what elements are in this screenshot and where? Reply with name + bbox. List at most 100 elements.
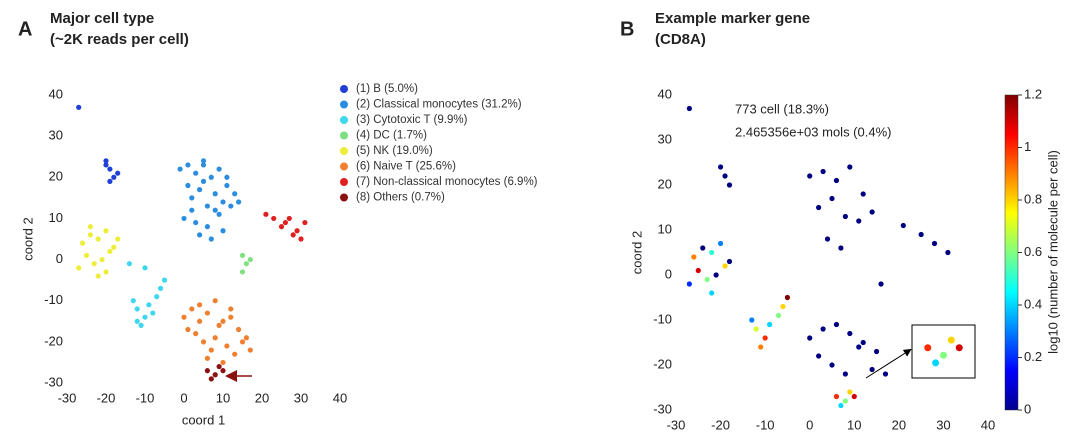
x-tick-label: -10 (136, 390, 155, 405)
point (154, 294, 160, 300)
point (829, 362, 835, 368)
point (873, 348, 880, 355)
x-tick-label: -10 (756, 417, 775, 432)
point (220, 368, 226, 374)
y-tick-label: -10 (653, 311, 672, 326)
arrow (865, 348, 912, 379)
point (838, 245, 844, 251)
legend-marker (340, 147, 348, 155)
inset-point (924, 344, 932, 352)
y-tick-label: 10 (658, 221, 672, 236)
point (247, 256, 253, 263)
point (271, 215, 277, 222)
point (709, 249, 715, 256)
colorbar-tick-label: 0.6 (1024, 244, 1042, 259)
point (220, 228, 226, 234)
point (212, 335, 218, 341)
inset-point (932, 359, 940, 367)
point (99, 256, 105, 263)
panel-label: A (18, 18, 32, 40)
legend-label: (4) DC (1.7%) (356, 130, 427, 142)
point (91, 261, 97, 267)
x-tick-label: 30 (936, 417, 950, 432)
chart-subtitle: (~2K reads per cell) (50, 31, 189, 48)
y-tick-label: 30 (49, 128, 63, 143)
point (107, 178, 113, 184)
chart-subtitle: (CD8A) (655, 31, 706, 48)
point (189, 195, 195, 201)
point (76, 265, 82, 271)
y-tick-label: 0 (56, 251, 63, 266)
point (189, 207, 195, 213)
point (103, 228, 109, 234)
legend-label: (1) B (5.0%) (356, 83, 418, 95)
point (243, 335, 249, 341)
point (842, 371, 848, 377)
legend-marker (340, 131, 348, 140)
point (829, 195, 835, 202)
point (130, 298, 136, 304)
point (780, 303, 786, 310)
point (220, 359, 226, 366)
x-tick-label: 20 (255, 390, 269, 405)
point (200, 339, 207, 345)
point (722, 263, 728, 269)
point (722, 173, 728, 179)
legend-marker (340, 178, 348, 186)
point (216, 166, 222, 172)
point (216, 363, 222, 370)
point (838, 402, 844, 409)
point (158, 285, 164, 291)
point (212, 207, 218, 213)
point (243, 261, 249, 267)
x-tick-label: -20 (97, 390, 116, 405)
point (138, 322, 144, 328)
point (856, 344, 862, 350)
point (931, 240, 938, 247)
y-axis-label: coord 2 (629, 231, 644, 274)
point (197, 302, 203, 308)
point (224, 174, 230, 180)
point (816, 353, 822, 359)
point (197, 187, 203, 193)
legend-marker (340, 116, 348, 124)
point (302, 219, 308, 226)
y-tick-label: 10 (49, 210, 63, 225)
point (228, 203, 234, 209)
point (111, 174, 117, 180)
point (239, 269, 246, 275)
point (142, 265, 148, 271)
y-tick-label: -30 (653, 401, 672, 416)
legend-label: (8) Others (0.7%) (356, 192, 445, 204)
point (807, 335, 813, 341)
point (204, 224, 210, 230)
point (204, 203, 210, 209)
x-tick-label: 40 (981, 417, 995, 432)
point (869, 209, 875, 215)
y-tick-label: 30 (658, 131, 672, 146)
point (177, 166, 183, 172)
point (103, 269, 109, 275)
point (212, 298, 218, 304)
x-tick-label: -30 (667, 417, 686, 432)
point (290, 232, 296, 238)
point (945, 249, 951, 256)
point (212, 372, 218, 378)
point (767, 321, 773, 328)
point (775, 312, 782, 319)
point (193, 331, 199, 337)
point (185, 182, 191, 189)
legend-marker (340, 193, 348, 202)
point (847, 389, 853, 395)
point (263, 211, 269, 217)
point (193, 219, 199, 226)
point (695, 267, 701, 274)
colorbar-label: log10 (number of molecule per cell) (1045, 150, 1060, 354)
point (282, 219, 288, 226)
point (842, 213, 848, 220)
point (726, 258, 733, 265)
point (185, 162, 191, 168)
point (704, 276, 710, 283)
point (200, 178, 207, 184)
